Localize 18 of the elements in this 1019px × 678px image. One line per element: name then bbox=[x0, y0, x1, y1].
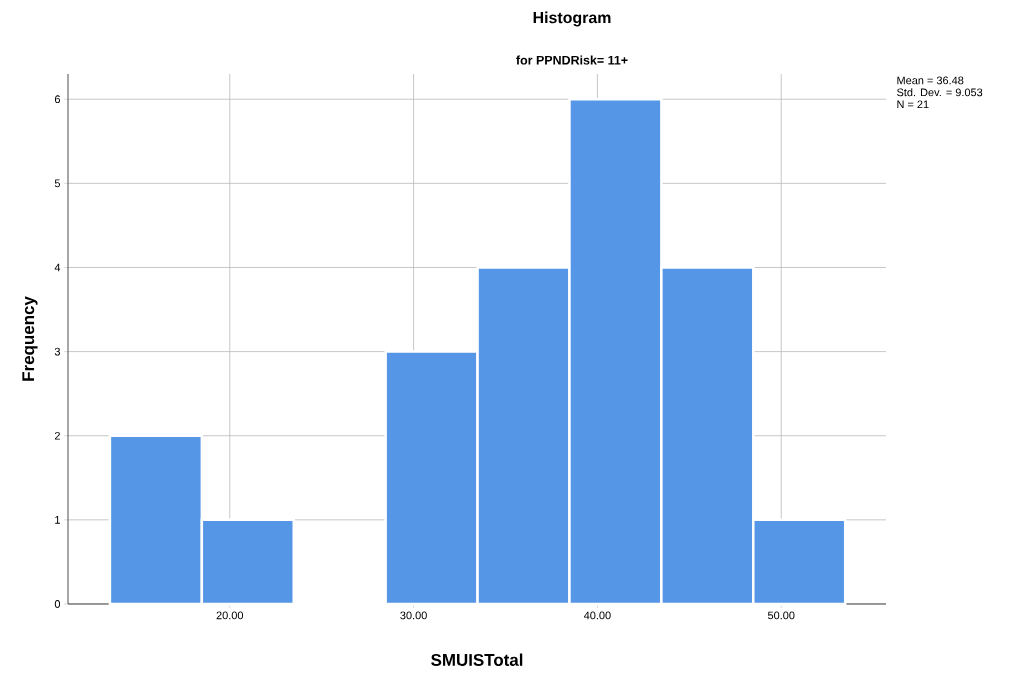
y-tick-label: 4 bbox=[54, 263, 61, 272]
y-tick-label: 0 bbox=[54, 600, 61, 608]
text: N = 21 bbox=[897, 100, 929, 109]
x-tick-label: 40.00 bbox=[583, 611, 611, 620]
text: Mean = 36.48 bbox=[897, 76, 964, 85]
y-tick-label: 6 bbox=[54, 95, 60, 104]
x-tick-label: 50.00 bbox=[767, 611, 795, 620]
text: Std. Dev. = 9.053 bbox=[897, 88, 983, 97]
y-tick-label: 2 bbox=[54, 431, 60, 440]
x-tick-label: 20.00 bbox=[216, 611, 244, 620]
y-axis-title: Frequency bbox=[22, 296, 38, 381]
chart-subtitle: for PPNDRisk= 11+ bbox=[516, 55, 628, 65]
y-tick-label: 5 bbox=[54, 179, 61, 188]
x-axis-title: SMUISTotal bbox=[431, 653, 523, 666]
chart-title: Histogram bbox=[533, 11, 611, 27]
x-tick-label: 30.00 bbox=[400, 611, 427, 620]
y-tick-label: 1 bbox=[55, 516, 60, 524]
y-tick-label: 3 bbox=[54, 347, 60, 356]
